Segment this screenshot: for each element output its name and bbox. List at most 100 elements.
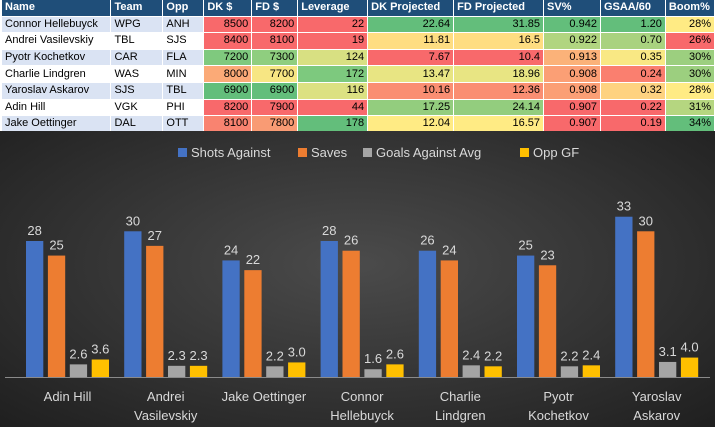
table-cell[interactable]: 8100 — [251, 32, 299, 50]
table-cell[interactable]: 26% — [665, 32, 715, 50]
table-cell[interactable]: CAR — [110, 49, 164, 67]
table-cell[interactable]: 0.908 — [543, 82, 601, 100]
column-header[interactable]: GSAA/60 — [600, 0, 666, 17]
table-cell[interactable]: 8400 — [203, 32, 253, 50]
table-cell[interactable]: Connor Hellebuyck — [2, 16, 112, 34]
table-cell[interactable]: 13.47 — [367, 65, 455, 83]
column-header[interactable]: FD $ — [251, 0, 299, 17]
table-cell[interactable]: 8100 — [203, 115, 253, 133]
column-header[interactable]: DK $ — [203, 0, 253, 17]
column-header[interactable]: Team — [110, 0, 164, 17]
table-cell[interactable]: FLA — [162, 49, 205, 67]
data-label: 2.6 — [386, 346, 404, 361]
table-cell[interactable]: 6900 — [203, 82, 253, 100]
table-cell[interactable]: 7800 — [251, 115, 299, 133]
legend-label: Opp GF — [533, 145, 579, 160]
table-cell[interactable]: 7900 — [251, 99, 299, 117]
column-header[interactable]: Leverage — [297, 0, 369, 17]
table-cell[interactable]: Jake Oettinger — [2, 115, 112, 133]
table-cell[interactable]: 17.25 — [367, 99, 455, 117]
table-cell[interactable]: Charlie Lindgren — [2, 65, 112, 83]
legend-swatch — [363, 148, 372, 157]
table-cell[interactable]: OTT — [162, 115, 205, 133]
table-cell[interactable]: 0.907 — [543, 115, 601, 133]
data-label: 4.0 — [681, 340, 699, 355]
table-cell[interactable]: WPG — [110, 16, 164, 34]
table-cell[interactable]: 12.36 — [453, 82, 545, 100]
table-cell[interactable]: SJS — [110, 82, 164, 100]
table-cell[interactable]: VGK — [110, 99, 164, 117]
table-cell[interactable]: Adin Hill — [2, 99, 112, 117]
table-cell[interactable]: 22.64 — [367, 16, 455, 34]
table-cell[interactable]: 0.19 — [600, 115, 666, 133]
table-cell[interactable]: SJS — [162, 32, 205, 50]
table-cell[interactable]: 44 — [297, 99, 369, 117]
table-cell[interactable]: 7700 — [251, 65, 299, 83]
table-cell[interactable]: 10.4 — [453, 49, 545, 67]
column-header[interactable]: Opp — [162, 0, 205, 17]
table-cell[interactable]: 31.85 — [453, 16, 545, 34]
table-cell[interactable]: TBL — [162, 82, 205, 100]
table-cell[interactable]: 30% — [665, 65, 715, 83]
table-cell[interactable]: TBL — [110, 32, 164, 50]
table-cell[interactable]: 28% — [665, 82, 715, 100]
table-cell[interactable]: 11.81 — [367, 32, 455, 50]
table-cell[interactable]: 7200 — [203, 49, 253, 67]
data-label: 22 — [246, 252, 260, 267]
table-cell[interactable]: 8200 — [251, 16, 299, 34]
table-cell[interactable]: 19 — [297, 32, 369, 50]
table-cell[interactable]: Pyotr Kochetkov — [2, 49, 112, 67]
table-cell[interactable]: 12.04 — [367, 115, 455, 133]
bar — [91, 359, 109, 377]
table-cell[interactable]: ANH — [162, 16, 205, 34]
table-cell[interactable]: 8500 — [203, 16, 253, 34]
table-cell[interactable]: 16.57 — [453, 115, 545, 133]
table-cell[interactable]: 0.942 — [543, 16, 601, 34]
legend-label: Goals Against Avg — [376, 145, 481, 160]
table-cell[interactable]: 34% — [665, 115, 715, 133]
column-header[interactable]: SV% — [543, 0, 601, 17]
table-cell[interactable]: Yaroslav Askarov — [2, 82, 112, 100]
table-cell[interactable]: PHI — [162, 99, 205, 117]
table-cell[interactable]: 178 — [297, 115, 369, 133]
table-cell[interactable]: 28% — [665, 16, 715, 34]
table-cell[interactable]: 0.24 — [600, 65, 666, 83]
column-header[interactable]: Name — [2, 0, 112, 17]
column-header[interactable]: FD Projected — [453, 0, 545, 17]
table-cell[interactable]: 0.922 — [543, 32, 601, 50]
table-cell[interactable]: 172 — [297, 65, 369, 83]
table-cell[interactable]: Andrei Vasilevskiy — [2, 32, 112, 50]
table-cell[interactable]: 31% — [665, 99, 715, 117]
bar — [462, 365, 480, 377]
table-cell[interactable]: 10.16 — [367, 82, 455, 100]
data-label: 2.6 — [69, 346, 87, 361]
table-cell[interactable]: 0.907 — [543, 99, 601, 117]
column-header[interactable]: Boom% — [665, 0, 715, 17]
table-cell[interactable]: 6900 — [251, 82, 299, 100]
table-cell[interactable]: 0.913 — [543, 49, 601, 67]
table-cell[interactable]: 8200 — [203, 99, 253, 117]
table-cell[interactable]: WAS — [110, 65, 164, 83]
table-cell[interactable]: 18.96 — [453, 65, 545, 83]
table-cell[interactable]: 1.20 — [600, 16, 666, 34]
table-cell[interactable]: 0.32 — [600, 82, 666, 100]
table-cell[interactable]: 124 — [297, 49, 369, 67]
column-header[interactable]: DK Projected — [367, 0, 455, 17]
table-cell[interactable]: 7300 — [251, 49, 299, 67]
legend-swatch — [298, 148, 307, 157]
table-cell[interactable]: 24.14 — [453, 99, 545, 117]
table-cell[interactable]: 0.70 — [600, 32, 666, 50]
table-cell[interactable]: 16.5 — [453, 32, 545, 50]
table-cell[interactable]: 116 — [297, 82, 369, 100]
bar — [26, 241, 44, 377]
table-cell[interactable]: MIN — [162, 65, 205, 83]
table-cell[interactable]: 22 — [297, 16, 369, 34]
table-cell[interactable]: 7.67 — [367, 49, 455, 67]
table-cell[interactable]: 0.22 — [600, 99, 666, 117]
table-cell[interactable]: 30% — [665, 49, 715, 67]
table-cell[interactable]: 0.908 — [543, 65, 601, 83]
table-cell[interactable]: 0.35 — [600, 49, 666, 67]
table-cell[interactable]: 8000 — [203, 65, 253, 83]
legend-swatch — [520, 148, 529, 157]
table-cell[interactable]: DAL — [110, 115, 164, 133]
